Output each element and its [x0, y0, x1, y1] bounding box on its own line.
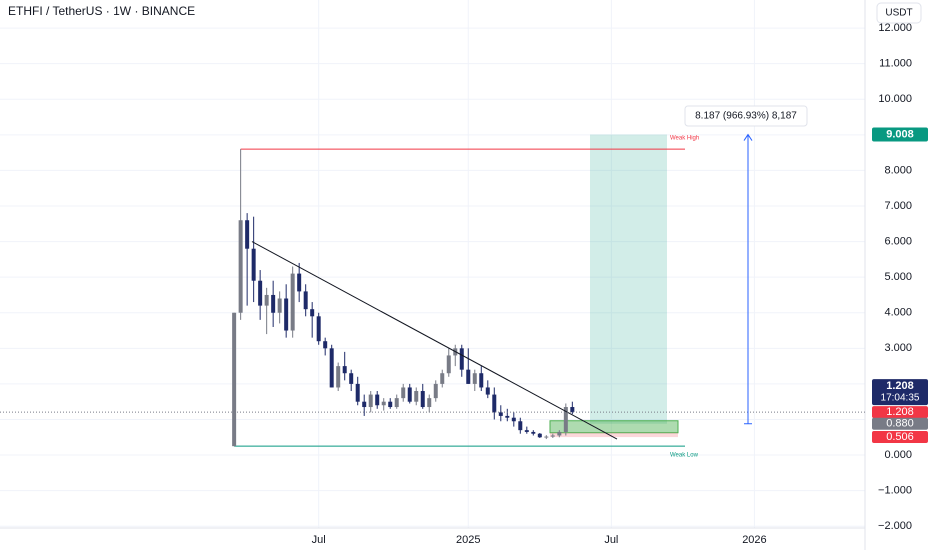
y-tick-label: −2.000	[878, 520, 912, 532]
price-badge	[872, 379, 928, 406]
entry-zone	[549, 420, 679, 434]
candle-body	[401, 387, 406, 399]
y-tick-label: 10.000	[878, 93, 912, 105]
stop-badge	[872, 431, 928, 444]
candle-body	[407, 387, 412, 402]
candle-body	[511, 417, 516, 422]
candle-body	[323, 341, 328, 349]
candle-body	[440, 373, 445, 384]
candle-body	[505, 415, 510, 418]
candle-body	[492, 394, 497, 413]
candle-body	[518, 421, 523, 431]
candle-body	[485, 387, 490, 395]
y-tick-label: 7.000	[884, 200, 912, 212]
candle-body	[310, 309, 315, 317]
candle-body	[472, 373, 477, 384]
candle-body	[303, 291, 308, 310]
x-tick-label: Jul	[312, 534, 326, 546]
price-badge-label: 1.208	[886, 380, 914, 392]
entry-badge	[872, 417, 928, 430]
candle-body	[232, 312, 237, 447]
candle-body	[258, 280, 263, 306]
candle-body	[329, 348, 334, 388]
currency-button[interactable]	[876, 2, 922, 24]
chart-title: ETHFI / TetherUS · 1W · BINANCE	[8, 4, 195, 18]
candle-body	[563, 407, 568, 432]
y-tick-label: 8.000	[884, 164, 912, 176]
y-tick-label: 4.000	[884, 307, 912, 319]
candle-body	[381, 401, 386, 406]
candle-body	[531, 431, 536, 434]
y-tick-label: 6.000	[884, 235, 912, 247]
x-tick-label: 2026	[742, 534, 766, 546]
candle-body	[524, 430, 529, 432]
last-price-badge-label: 1.208	[886, 406, 914, 418]
candle-body	[420, 391, 425, 408]
candle-body	[349, 373, 354, 384]
trendline	[251, 241, 618, 440]
candle-body	[479, 373, 484, 388]
candle-body	[537, 433, 542, 438]
candle-body	[336, 366, 341, 388]
candle-body	[375, 394, 380, 406]
y-tick-label: 0.000	[884, 449, 912, 461]
candle-body	[550, 435, 555, 437]
candle-body	[251, 248, 256, 281]
candle-body	[245, 220, 250, 249]
candle-body	[557, 431, 562, 436]
candle-body	[446, 355, 451, 374]
candle-body	[316, 316, 321, 342]
candle-body	[466, 369, 471, 384]
y-tick-label: 3.000	[884, 342, 912, 354]
target-badge-label: 9.008	[886, 128, 914, 140]
target-badge	[872, 127, 928, 142]
y-tick-label: 11.000	[879, 58, 912, 70]
y-tick-label: 5.000	[884, 271, 912, 283]
candle-body	[433, 383, 438, 399]
candle-body	[290, 273, 295, 331]
target-zone	[590, 134, 667, 424]
y-tick-label: 12.000	[878, 22, 912, 34]
candle-body	[498, 412, 503, 416]
countdown-label: 17:04:35	[881, 393, 920, 404]
stop-badge-label: 0.506	[886, 431, 914, 443]
weak-low-label: Weak Low	[670, 453, 699, 459]
candle-body	[427, 398, 432, 408]
stop-zone	[550, 432, 678, 438]
candle-body	[414, 391, 419, 402]
candle-body	[271, 294, 276, 313]
entry-badge-label: 0.880	[886, 418, 914, 430]
candle-body	[459, 348, 464, 370]
x-tick-label: 2025	[456, 534, 480, 546]
x-tick-label: Jul	[604, 534, 618, 546]
weak-high-label: Weak High	[670, 136, 699, 142]
candle-body	[544, 436, 549, 438]
candle-body	[394, 398, 399, 408]
y-tick-label: −1.000	[878, 485, 912, 497]
candle-body	[297, 273, 302, 292]
candle-body	[277, 298, 282, 313]
candle-body	[355, 383, 360, 402]
candle-body	[362, 401, 367, 408]
measure-box	[684, 105, 808, 127]
candle-body	[388, 401, 393, 408]
candle-body	[368, 394, 373, 408]
candle-body	[570, 407, 575, 413]
last-price-badge	[872, 406, 928, 419]
measure-label: 8.187 (966.93%) 8,187	[695, 111, 797, 122]
currency-label[interactable]: USDT	[885, 8, 912, 19]
candle-body	[238, 220, 243, 313]
measure-arrowhead	[743, 133, 753, 141]
candle-body	[284, 298, 289, 331]
candle-body	[264, 294, 269, 306]
candle-body	[342, 366, 347, 374]
